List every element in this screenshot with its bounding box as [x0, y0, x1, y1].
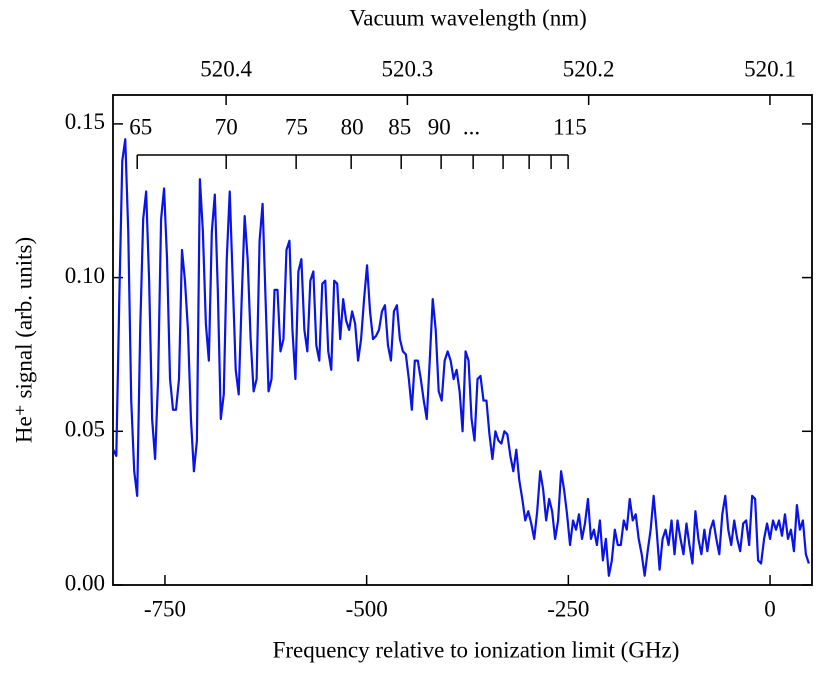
- x-tick-label: -500: [346, 596, 388, 621]
- comb-label: 115: [553, 114, 587, 139]
- x-axis-title: Frequency relative to ionization limit (…: [273, 637, 680, 662]
- top-tick-label: 520.4: [200, 56, 252, 81]
- comb-label: 70: [215, 114, 238, 139]
- top-tick-label: 520.3: [382, 56, 434, 81]
- y-tick-label: 0.15: [65, 109, 105, 134]
- y-axis-title: He⁺ signal (arb. units): [11, 237, 36, 443]
- x-tick-label: -250: [547, 596, 589, 621]
- comb-label: 65: [129, 114, 152, 139]
- x-tick-label: 0: [764, 596, 776, 621]
- top-tick-label: 520.1: [744, 56, 796, 81]
- comb-label: 80: [341, 114, 364, 139]
- signal-line: [112, 138, 810, 577]
- comb-label: ...: [463, 114, 480, 139]
- y-tick-label: 0.00: [65, 570, 105, 595]
- comb-label: 75: [285, 114, 308, 139]
- top-axis-title: Vacuum wavelength (nm): [349, 5, 587, 30]
- y-tick-label: 0.05: [65, 417, 105, 442]
- y-tick-label: 0.10: [65, 263, 105, 288]
- plot-frame: [112, 94, 813, 586]
- comb-label: 90: [428, 114, 451, 139]
- top-tick-label: 520.2: [563, 56, 615, 81]
- x-tick-label: -750: [144, 596, 186, 621]
- comb-label: 85: [388, 114, 411, 139]
